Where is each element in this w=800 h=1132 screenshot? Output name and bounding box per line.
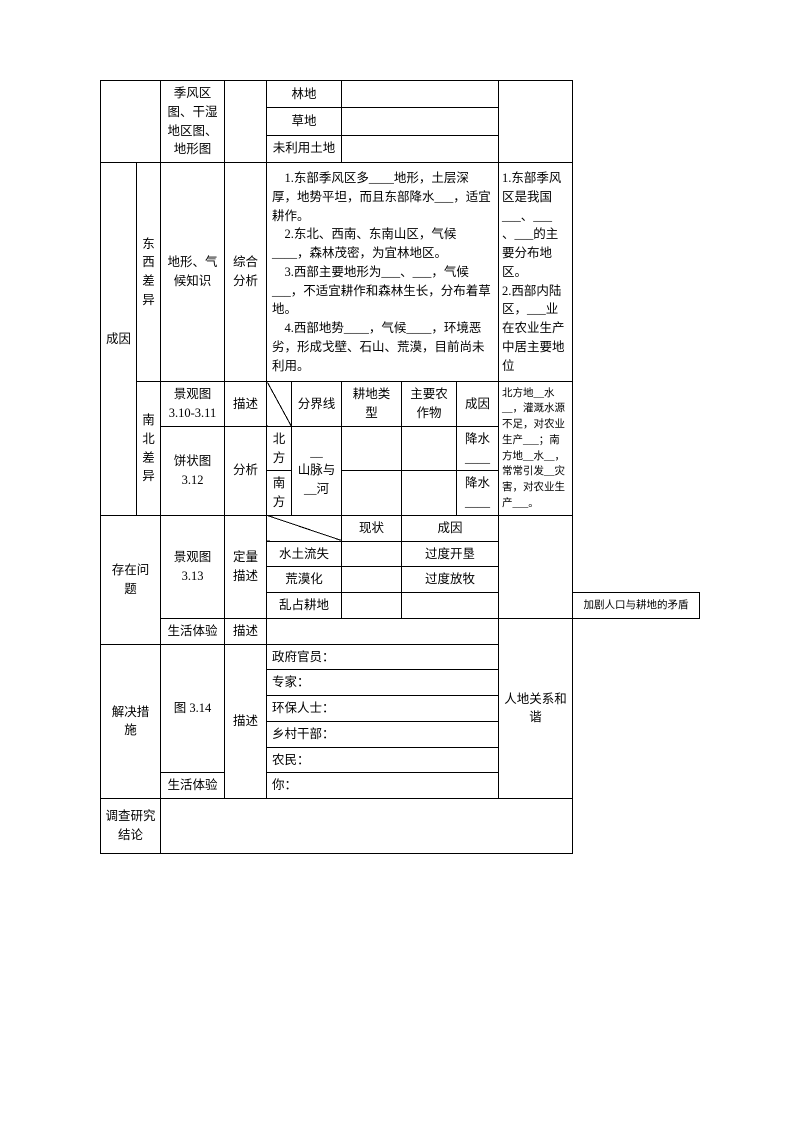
main-table: 季风区图、干湿地区图、地形图 林地 草地 未利用土地 成因 东 西 差 异 地形…	[100, 80, 700, 854]
prob-row2-l: 荒漠化	[267, 567, 342, 593]
sol-r3: 环保人士：	[267, 696, 499, 722]
th-landtype: 耕地类型	[342, 382, 402, 427]
unused-value	[342, 135, 499, 162]
top-right-blank	[499, 81, 573, 163]
boundary-content: __ 山脉与__河	[292, 426, 342, 515]
sol-r5: 农民：	[267, 747, 499, 773]
prob-row3-status	[342, 593, 402, 619]
right-solutions: 人地关系和谐	[499, 618, 573, 798]
north-cause: 降水____	[457, 426, 499, 471]
label-ns: 南 北 差 异	[137, 382, 161, 516]
prob-row1-status	[342, 541, 402, 567]
forest-value	[342, 81, 499, 108]
right-ew: 1.东部季风区是我国___、___ 、___的主要分布地区。 2.西部内陆区，_…	[499, 163, 573, 382]
method-top-blank	[225, 81, 267, 163]
method-ew: 综合分析	[225, 163, 267, 382]
label-causes: 成因	[101, 163, 137, 516]
th-status-prob: 现状	[342, 515, 402, 541]
method-problems1: 定量描述	[225, 515, 267, 618]
prob-row2-status	[342, 567, 402, 593]
sol-r6: 你：	[267, 773, 499, 799]
material-problems2: 生活体验	[161, 618, 225, 644]
method-ns1: 描述	[225, 382, 267, 427]
method-solutions: 描述	[225, 644, 267, 799]
conclusion-content	[161, 799, 573, 854]
prob-row3-r: 加剧人口与耕地的矛盾	[573, 593, 700, 619]
content-ew: 1.东部季风区多____地形，土层深厚，地势平坦，而且东部降水___，适宜耕作。…	[267, 163, 499, 382]
prob-row1-l: 水土流失	[267, 541, 342, 567]
method-problems2: 描述	[225, 618, 267, 644]
material-ns2: 饼状图 3.12	[161, 426, 225, 515]
south-crops	[402, 471, 457, 516]
label-ew: 东 西 差 异	[137, 163, 161, 382]
south-cause: 降水____	[457, 471, 499, 516]
sol-r4: 乡村干部：	[267, 721, 499, 747]
prob-row2-r: 过度放牧	[402, 567, 499, 593]
label-north: 北方	[267, 426, 292, 471]
th-boundary: 分界线	[292, 382, 342, 427]
material-solutions1: 图 3.14	[161, 644, 225, 773]
right-ns: 北方地__水__，灌溉水源不足，对农业生产___；南方地__水__，常常引发__…	[499, 382, 573, 516]
label-conclusion: 调查研究结论	[101, 799, 161, 854]
label-unused: 未利用土地	[267, 135, 342, 162]
material-ns1: 景观图 3.10-3.11	[161, 382, 225, 427]
th-cause-prob: 成因	[402, 515, 499, 541]
material-solutions2: 生活体验	[161, 773, 225, 799]
material-top: 季风区图、干湿地区图、地形图	[161, 81, 225, 163]
right-problems-blank	[499, 515, 573, 618]
north-crops	[402, 426, 457, 471]
label-problems: 存在问题	[101, 515, 161, 644]
prob-row3-cause	[402, 593, 499, 619]
diag-problems	[267, 515, 342, 541]
label-solutions: 解决措施	[101, 644, 161, 799]
south-landtype	[342, 471, 402, 516]
top-left-blank	[101, 81, 161, 163]
label-south: 南方	[267, 471, 292, 516]
sol-r2: 专家：	[267, 670, 499, 696]
sol-r1: 政府官员：	[267, 644, 499, 670]
th-cause: 成因	[457, 382, 499, 427]
th-crops: 主要农作物	[402, 382, 457, 427]
method-ns2: 分析	[225, 426, 267, 515]
page-container: 季风区图、干湿地区图、地形图 林地 草地 未利用土地 成因 东 西 差 异 地形…	[0, 0, 800, 954]
prob-row1-r: 过度开垦	[402, 541, 499, 567]
material-problems1: 景观图 3.13	[161, 515, 225, 618]
problems-desc-blank	[267, 618, 499, 644]
label-forest: 林地	[267, 81, 342, 108]
material-ew: 地形、气候知识	[161, 163, 225, 382]
prob-row3-l: 乱占耕地	[267, 593, 342, 619]
north-landtype	[342, 426, 402, 471]
grass-value	[342, 108, 499, 135]
label-grass: 草地	[267, 108, 342, 135]
diag-ns	[267, 382, 292, 427]
